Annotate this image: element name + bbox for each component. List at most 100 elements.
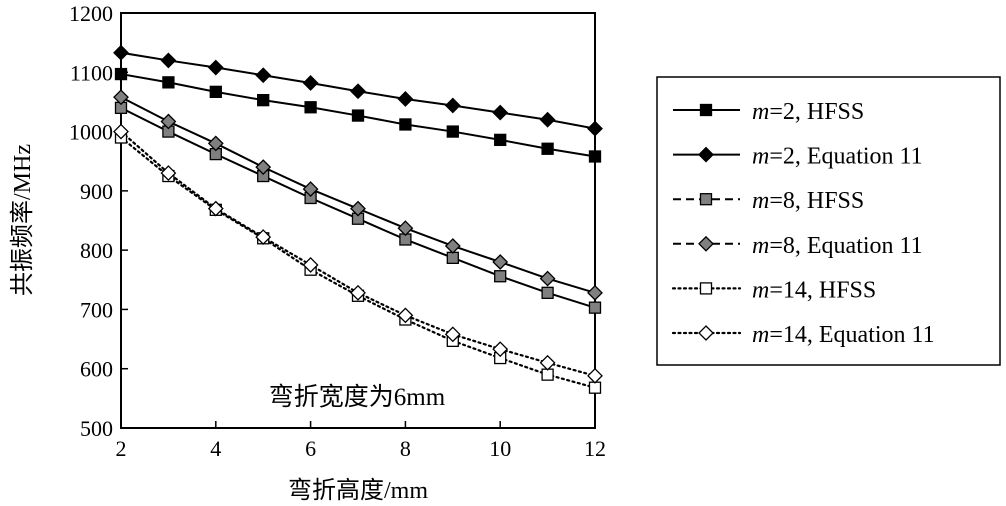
legend-label: m=2, HFSS <box>752 99 864 125</box>
series-line-5 <box>119 136 597 389</box>
data-point <box>160 113 177 130</box>
legend-marker <box>698 146 714 163</box>
x-tick-label: 6 <box>305 436 316 461</box>
data-point <box>444 238 461 254</box>
legend-label-rest: =8, HFSS <box>769 188 864 214</box>
data-point <box>541 368 554 381</box>
plot-area: 2 4 6 8 10 12 500 600 700 800 900 1000 1100 1200 弯折宽度… <box>69 1 606 461</box>
legend-marker <box>698 235 714 252</box>
data-point <box>114 67 128 81</box>
data-point <box>207 200 224 217</box>
data-point <box>587 120 603 137</box>
data-point <box>541 286 554 299</box>
data-point <box>207 135 224 152</box>
legend-marker <box>698 325 714 341</box>
legend-label: m=14, Equation 11 <box>752 322 935 348</box>
data-point <box>494 270 507 283</box>
y-tick-label: 500 <box>80 416 113 441</box>
legend-label-rest: =14, Equation 11 <box>769 322 934 348</box>
chart-annotation: 弯折宽度为6mm <box>269 383 446 411</box>
data-point <box>588 381 602 394</box>
data-point <box>207 59 224 76</box>
x-tick-label: 2 <box>116 436 127 461</box>
x-tick-label: 4 <box>210 436 221 461</box>
data-point <box>397 91 414 107</box>
data-point <box>304 101 317 114</box>
y-axis-title: 共振频率/MHz <box>9 144 36 296</box>
legend-label-m: m <box>752 188 769 214</box>
data-point <box>587 284 603 301</box>
legend-label-m: m <box>752 277 769 303</box>
data-point <box>587 367 603 384</box>
data-point <box>492 254 509 270</box>
legend-box <box>656 76 1001 366</box>
data-point <box>351 109 365 122</box>
legend-label-rest: =2, HFSS <box>769 99 864 125</box>
x-tick-label: 8 <box>400 436 411 461</box>
legend-label-m: m <box>752 233 769 259</box>
x-axis-title: 弯折高度/mm <box>288 477 428 504</box>
data-point <box>160 165 177 181</box>
data-point <box>539 111 556 128</box>
data-point <box>397 307 414 324</box>
data-point <box>160 52 177 69</box>
data-point <box>350 83 366 100</box>
legend-label-rest: =2, Equation 11 <box>769 144 922 170</box>
axis-ticks: 2 4 6 8 10 12 500 600 700 800 900 1000 1100 1200 <box>69 1 606 461</box>
series-markers <box>113 44 603 394</box>
data-point <box>209 85 222 98</box>
legend-label-m: m <box>752 99 769 125</box>
data-point <box>113 89 129 106</box>
data-point <box>255 229 272 246</box>
y-tick-label: 1000 <box>69 120 113 145</box>
legend-label: m=8, HFSS <box>752 188 864 214</box>
data-point <box>302 75 319 91</box>
data-point <box>257 94 270 107</box>
data-point <box>541 142 554 155</box>
data-point <box>350 284 366 301</box>
data-point <box>113 123 129 140</box>
data-point <box>446 125 459 138</box>
data-point <box>539 354 556 371</box>
data-point <box>446 251 459 265</box>
y-tick-label: 1200 <box>69 1 113 26</box>
legend-marker <box>699 282 713 295</box>
data-point <box>539 270 556 287</box>
data-point <box>255 67 272 84</box>
data-point <box>588 150 602 163</box>
legend-label: m=8, Equation 11 <box>752 233 923 259</box>
legend-label-rest: =8, Equation 11 <box>769 233 922 259</box>
x-tick-label: 10 <box>489 436 511 461</box>
y-tick-label: 900 <box>80 179 113 204</box>
y-tick-label: 600 <box>80 357 113 382</box>
y-tick-label: 1100 <box>70 60 113 85</box>
legend-label-m: m <box>752 144 769 170</box>
data-point <box>492 104 509 121</box>
legend-marker <box>699 193 713 206</box>
y-tick-label: 700 <box>80 297 113 322</box>
data-point <box>399 118 412 131</box>
y-tick-label: 800 <box>80 238 113 263</box>
legend-label-rest: =14, HFSS <box>769 277 876 303</box>
data-point <box>302 181 319 197</box>
data-point <box>397 220 414 237</box>
legend-label: m=14, HFSS <box>752 277 876 303</box>
series-line-4 <box>120 96 596 294</box>
data-point <box>444 97 461 114</box>
data-point <box>588 301 602 314</box>
x-tick-label: 12 <box>584 436 606 461</box>
series-line-6 <box>119 130 597 377</box>
legend-marker <box>699 103 713 117</box>
plot-frame <box>120 12 596 429</box>
data-point <box>492 341 509 358</box>
data-point <box>302 257 319 273</box>
data-point <box>255 159 272 176</box>
data-point <box>494 133 507 147</box>
data-point <box>350 200 366 217</box>
data-point <box>444 326 461 343</box>
data-point <box>162 76 175 89</box>
legend-label: m=2, Equation 11 <box>752 144 923 170</box>
data-point <box>113 44 129 61</box>
